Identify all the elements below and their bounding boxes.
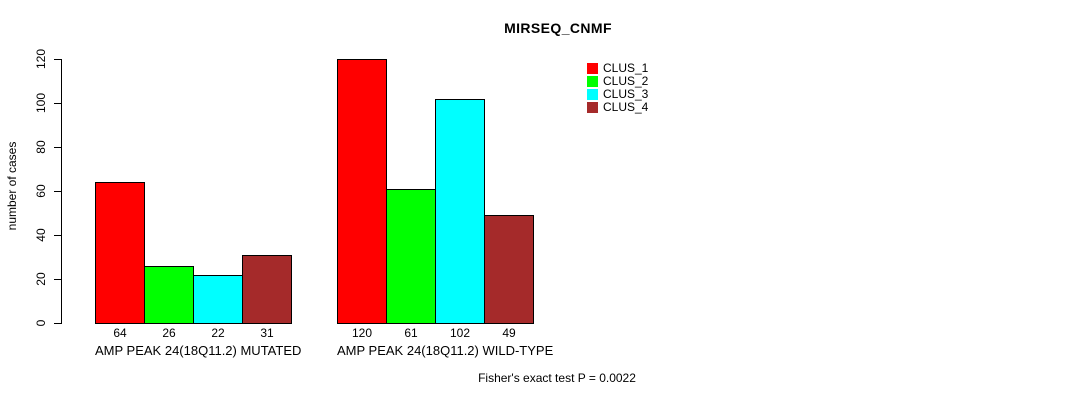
bar-clus_3-group1 xyxy=(193,275,243,324)
bar-value-label: 64 xyxy=(113,326,127,340)
y-axis-tick xyxy=(54,103,61,104)
y-axis-tick-label: 60 xyxy=(34,184,48,198)
legend-item-clus_3: CLUS_3 xyxy=(587,88,648,101)
legend-swatch-icon xyxy=(587,89,598,100)
group-label-mutated: AMP PEAK 24(18Q11.2) MUTATED xyxy=(95,343,302,358)
y-axis-tick-label: 40 xyxy=(34,228,48,242)
bar-value-label: 120 xyxy=(351,326,373,340)
y-axis-label: number of cases xyxy=(5,141,19,231)
chart-title: MIRSEQ_CNMF xyxy=(504,20,612,36)
bar-value-label: 26 xyxy=(162,326,176,340)
y-axis-tick-label: 100 xyxy=(34,92,48,114)
legend-label: CLUS_2 xyxy=(603,74,649,88)
bar-clus_3-group2 xyxy=(435,99,485,324)
y-axis-tick xyxy=(54,279,61,280)
bar-clus_2-group2 xyxy=(386,189,436,324)
legend-label: CLUS_4 xyxy=(603,100,649,114)
bar-value-label: 22 xyxy=(211,326,225,340)
y-axis-tick xyxy=(54,59,61,60)
y-axis-tick-label: 20 xyxy=(34,272,48,286)
bar-value-label: 49 xyxy=(502,326,516,340)
legend-label: CLUS_1 xyxy=(603,61,649,75)
bar-value-label: 61 xyxy=(404,326,418,340)
y-axis-tick xyxy=(54,147,61,148)
legend: CLUS_1 CLUS_2 CLUS_3 CLUS_4 xyxy=(587,62,648,114)
bar-value-label: 31 xyxy=(260,326,274,340)
bar-clus_4-group2 xyxy=(484,215,534,324)
fisher-test-annotation: Fisher's exact test P = 0.0022 xyxy=(478,371,636,385)
bar-clus_4-group1 xyxy=(242,255,292,324)
y-axis-tick xyxy=(54,191,61,192)
y-axis-tick xyxy=(54,323,61,324)
y-axis-tick-label: 80 xyxy=(34,140,48,154)
legend-swatch-icon xyxy=(587,63,598,74)
bar-clus_2-group1 xyxy=(144,266,194,324)
y-axis-tick-label: 120 xyxy=(34,48,48,70)
legend-item-clus_1: CLUS_1 xyxy=(587,62,648,75)
legend-swatch-icon xyxy=(587,76,598,87)
legend-label: CLUS_3 xyxy=(603,87,649,101)
legend-item-clus_2: CLUS_2 xyxy=(587,75,648,88)
legend-swatch-icon xyxy=(587,102,598,113)
group-label-wild-type: AMP PEAK 24(18Q11.2) WILD-TYPE xyxy=(337,343,554,358)
bar-clus_1-group1 xyxy=(95,182,145,324)
y-axis-line xyxy=(61,59,62,324)
bar-clus_1-group2 xyxy=(337,59,387,324)
bar-value-label: 102 xyxy=(449,326,471,340)
y-axis-tick xyxy=(54,235,61,236)
y-axis-tick-label: 0 xyxy=(34,319,48,327)
legend-item-clus_4: CLUS_4 xyxy=(587,101,648,114)
